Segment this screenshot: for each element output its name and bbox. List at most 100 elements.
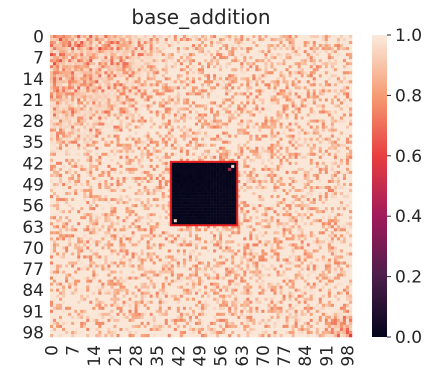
- heatmap-cell: [204, 176, 208, 181]
- heatmap-cell: [125, 161, 129, 166]
- heatmap-cell: [146, 167, 150, 172]
- heatmap-cell: [170, 155, 175, 160]
- heatmap-cell: [80, 125, 84, 129]
- heatmap-cell: [336, 158, 341, 163]
- heatmap-cell: [297, 149, 301, 154]
- heatmap-cell: [191, 161, 196, 166]
- heatmap-cell: [300, 116, 304, 120]
- heatmap-cell: [321, 41, 326, 45]
- heatmap-cell: [294, 95, 298, 99]
- heatmap-cell: [53, 71, 57, 75]
- heatmap-cell: [179, 50, 184, 54]
- heatmap-cell: [258, 68, 262, 72]
- heatmap-cell: [243, 65, 247, 69]
- heatmap-cell: [264, 140, 268, 144]
- heatmap-cell: [95, 182, 99, 187]
- heatmap-cell: [98, 95, 102, 99]
- heatmap-cell: [267, 68, 271, 72]
- heatmap-cell: [210, 131, 214, 135]
- heatmap-cell: [231, 128, 235, 132]
- heatmap-cell: [288, 173, 292, 178]
- heatmap-cell: [116, 53, 120, 57]
- heatmap-cell: [53, 92, 57, 96]
- heatmap-cell: [95, 104, 99, 108]
- heatmap-cell: [110, 122, 114, 126]
- heatmap-cell: [237, 161, 241, 166]
- heatmap-cell: [59, 161, 63, 166]
- heatmap-cell: [152, 137, 156, 141]
- heatmap-cell: [258, 92, 262, 96]
- heatmap-cell: [185, 68, 190, 72]
- heatmap-cell: [240, 53, 244, 57]
- heatmap-cell: [276, 182, 280, 187]
- heatmap-cell: [267, 74, 271, 78]
- heatmap-cell: [249, 83, 253, 87]
- heatmap-cell: [336, 167, 341, 172]
- heatmap-cell: [197, 128, 202, 132]
- heatmap-cell: [71, 83, 75, 87]
- heatmap-cell: [270, 44, 274, 48]
- heatmap-cell: [345, 149, 350, 154]
- heatmap-cell: [252, 89, 256, 93]
- heatmap-cell: [294, 182, 298, 187]
- heatmap-cell: [146, 158, 150, 163]
- heatmap-cell: [273, 59, 277, 63]
- heatmap-cell: [324, 173, 329, 178]
- heatmap-cell: [191, 128, 196, 132]
- heatmap-cell: [185, 98, 190, 102]
- heatmap-cell: [119, 71, 123, 75]
- heatmap-cell: [210, 59, 214, 63]
- heatmap-cell: [276, 149, 280, 154]
- heatmap-cell: [59, 134, 63, 138]
- heatmap-cell: [294, 86, 298, 90]
- heatmap-cell: [336, 71, 341, 75]
- heatmap-cell: [185, 53, 190, 57]
- heatmap-cell: [318, 53, 323, 57]
- heatmap-cell: [179, 164, 184, 169]
- heatmap-cell: [309, 77, 313, 81]
- heatmap-cell: [258, 173, 262, 178]
- heatmap-cell: [342, 92, 347, 96]
- heatmap-cell: [291, 155, 295, 160]
- heatmap-cell: [113, 98, 117, 102]
- heatmap-cell: [321, 179, 326, 184]
- heatmap-cell: [158, 119, 162, 123]
- heatmap-cell: [255, 59, 259, 63]
- heatmap-cell: [71, 41, 75, 45]
- heatmap-cell: [56, 80, 60, 84]
- heatmap-cell: [194, 152, 199, 157]
- heatmap-cell: [243, 140, 247, 144]
- heatmap-cell: [231, 170, 235, 175]
- heatmap-cell: [336, 143, 341, 147]
- heatmap-cell: [80, 143, 84, 147]
- heatmap-cell: [201, 62, 205, 66]
- heatmap-cell: [101, 119, 105, 123]
- heatmap-cell: [101, 116, 105, 120]
- heatmap-cell: [327, 38, 332, 42]
- heatmap-cell: [252, 77, 256, 81]
- heatmap-cell: [315, 62, 320, 66]
- heatmap-cell: [83, 131, 87, 135]
- heatmap-cell: [77, 113, 81, 117]
- heatmap-cell: [225, 176, 229, 181]
- heatmap-cell: [161, 89, 166, 93]
- heatmap-cell: [56, 167, 60, 172]
- heatmap-cell: [119, 170, 123, 175]
- heatmap-cell: [104, 80, 108, 84]
- heatmap-cell: [50, 152, 54, 157]
- heatmap-cell: [122, 86, 126, 90]
- heatmap-cell: [312, 38, 317, 42]
- heatmap-cell: [74, 134, 78, 138]
- heatmap-cell: [98, 53, 102, 57]
- heatmap-cell: [213, 128, 217, 132]
- heatmap-cell: [59, 125, 63, 129]
- heatmap-cell: [77, 131, 81, 135]
- heatmap-cell: [279, 155, 283, 160]
- heatmap-cell: [62, 104, 66, 108]
- heatmap-cell: [270, 134, 274, 138]
- heatmap-cell: [182, 122, 187, 126]
- heatmap-cell: [348, 176, 353, 181]
- heatmap-cell: [342, 74, 347, 78]
- heatmap-cell: [128, 155, 132, 160]
